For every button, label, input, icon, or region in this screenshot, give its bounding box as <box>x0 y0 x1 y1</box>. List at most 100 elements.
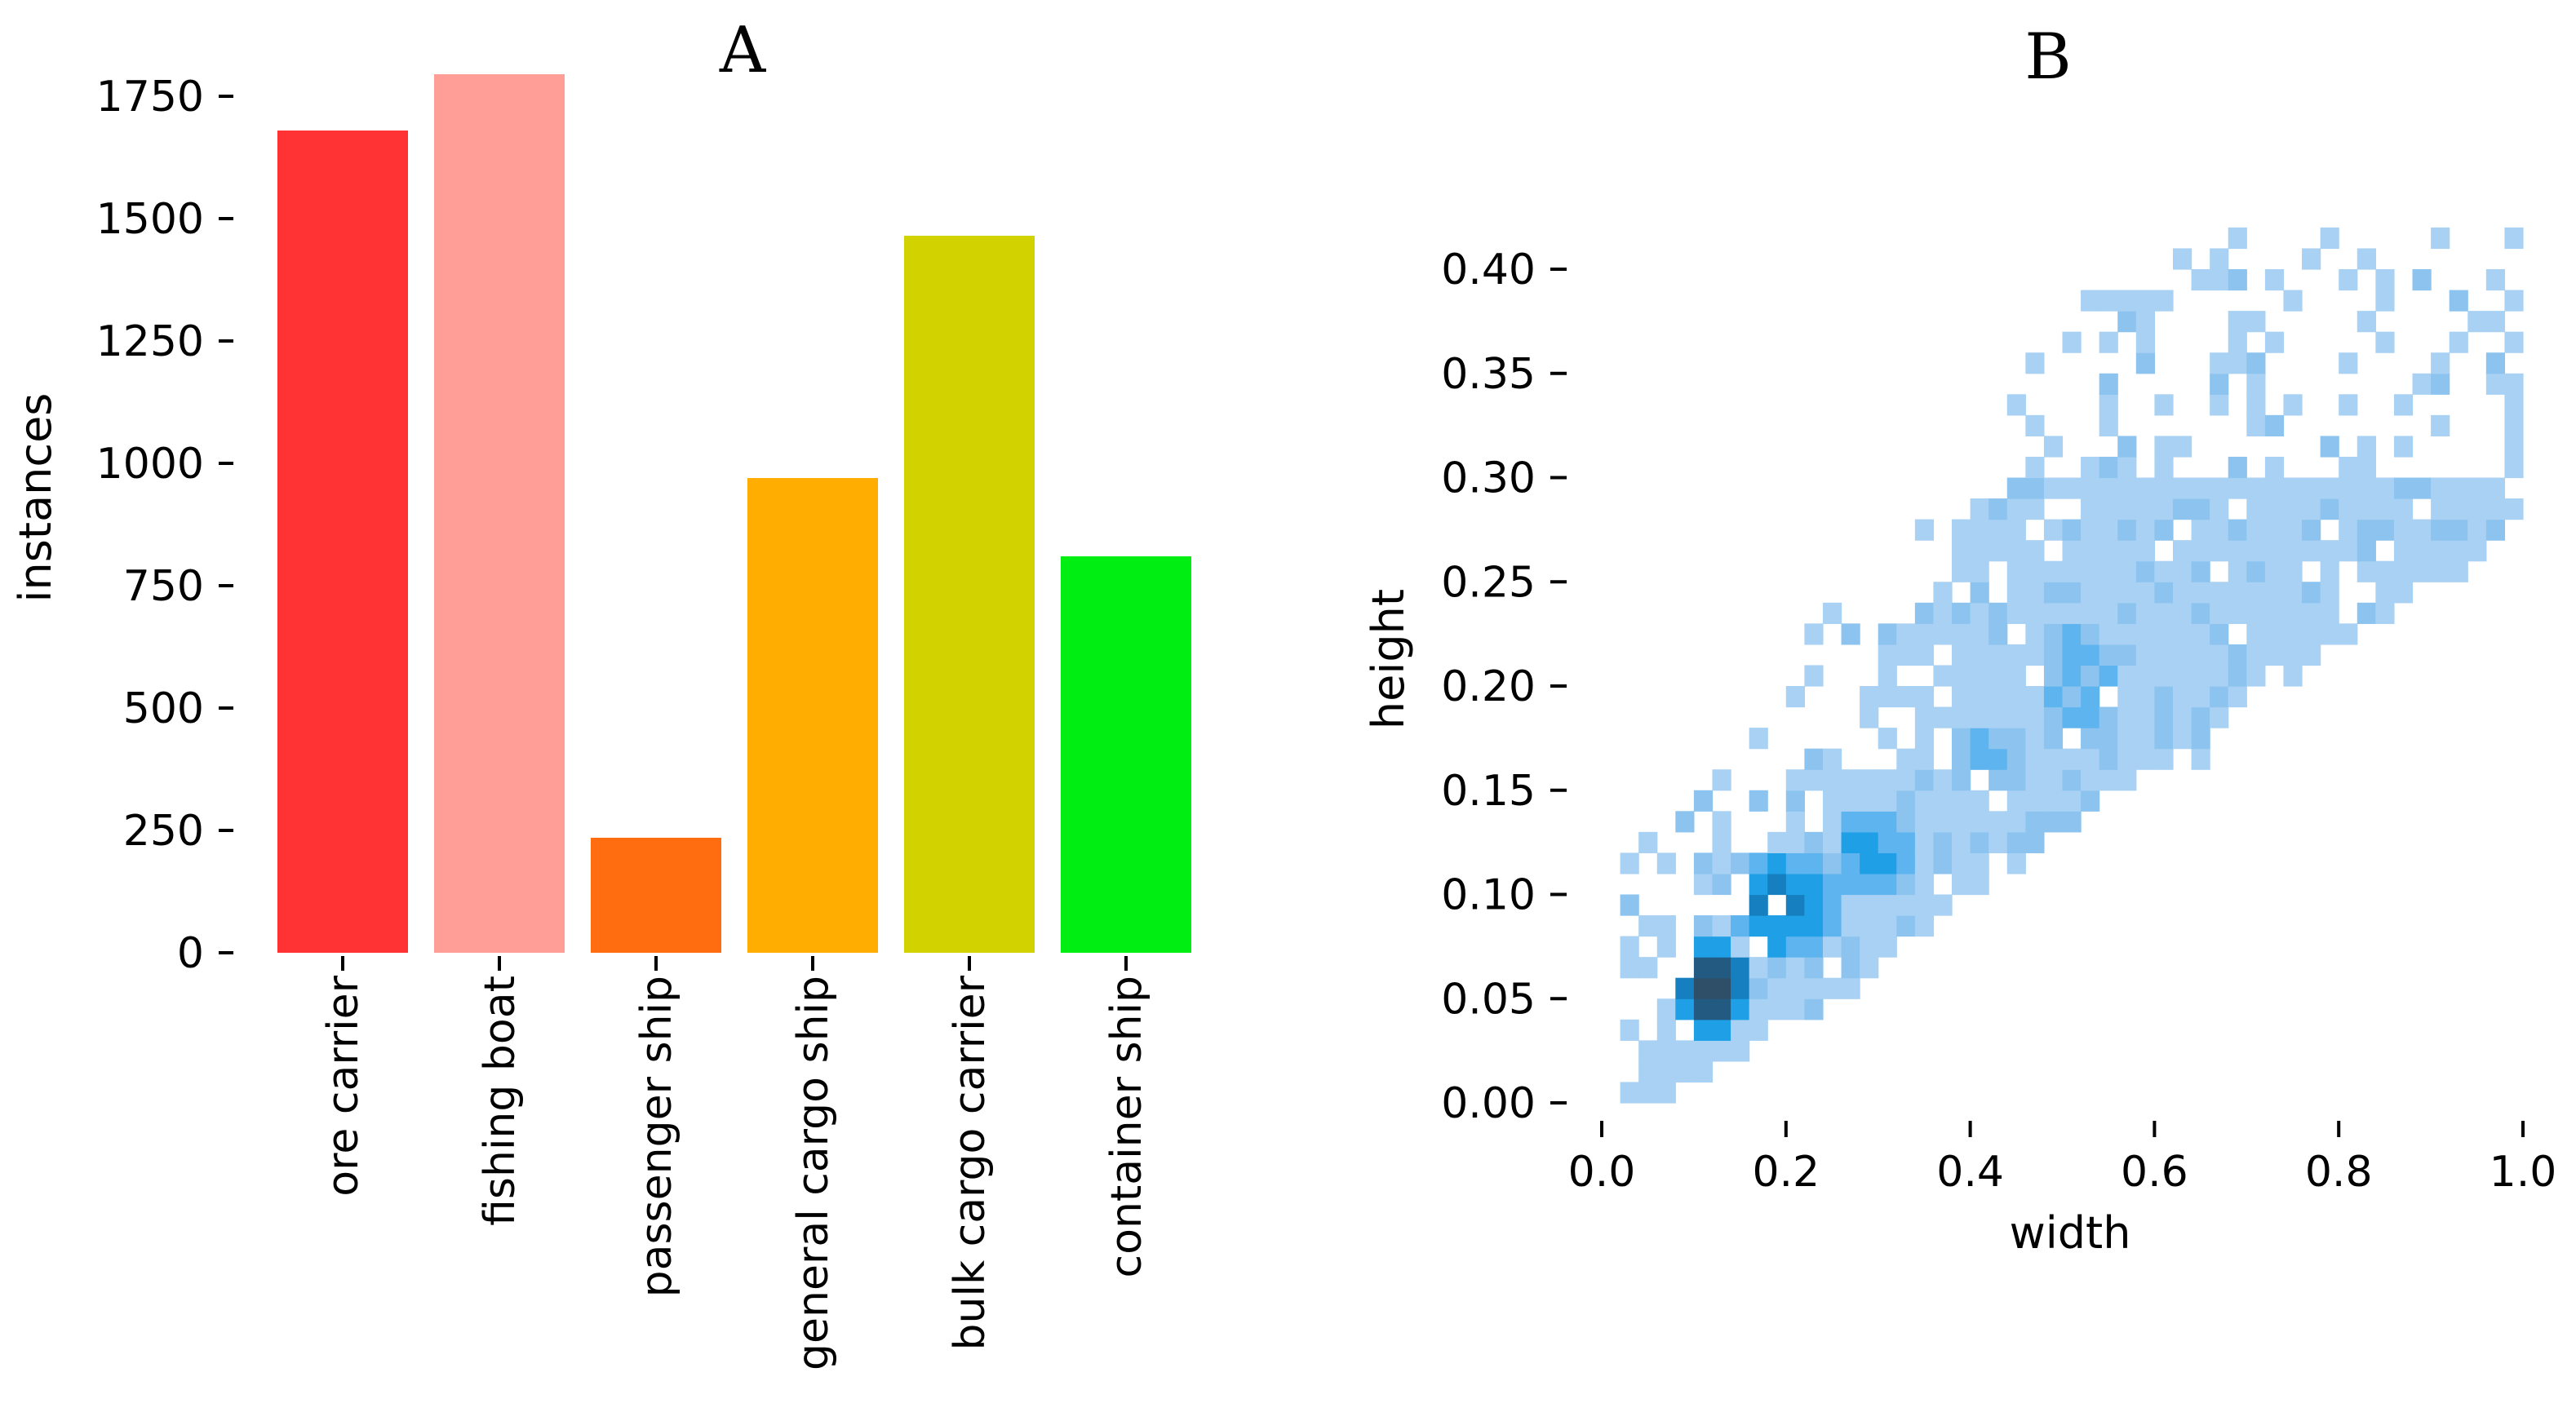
heatmap-x-tick-label: 0.4 <box>1936 1148 2004 1197</box>
heatmap-cell <box>2081 748 2100 770</box>
heatmap-cell <box>1675 1040 1695 1062</box>
heatmap-cell <box>1822 894 1842 916</box>
heatmap-cell <box>2062 623 2082 645</box>
heatmap-cell <box>1693 873 1714 896</box>
heatmap-cell <box>1638 1082 1658 1104</box>
heatmap-cell <box>1952 852 1971 874</box>
heatmap-cell <box>2283 394 2303 416</box>
heatmap-cell <box>2339 477 2358 499</box>
heatmap-cell <box>2117 436 2137 458</box>
heatmap-cell <box>1952 748 1971 770</box>
heatmap-cell <box>2081 623 2100 645</box>
heatmap-cell <box>1693 998 1714 1020</box>
panel-b-label: B <box>2024 20 2071 94</box>
heatmap-cell <box>1785 790 1805 812</box>
heatmap-cell <box>2154 623 2174 645</box>
heatmap-cell <box>2431 519 2450 541</box>
heatmap-cell <box>1970 644 1989 666</box>
heatmap-cell <box>2062 769 2082 791</box>
heatmap-cell <box>2264 269 2285 291</box>
heatmap-cell <box>2154 706 2174 728</box>
heatmap-cell <box>2099 623 2118 645</box>
heatmap-cell <box>1933 811 1953 833</box>
heatmap-cell <box>2320 602 2339 624</box>
heatmap-cell <box>1767 998 1787 1020</box>
heatmap-cell <box>2504 373 2524 395</box>
bar-chart-y-tick-label: 1500 <box>96 195 204 244</box>
heatmap-cell <box>1952 540 1971 562</box>
heatmap-cell <box>1638 1040 1658 1062</box>
heatmap-cell <box>2339 519 2358 541</box>
heatmap-cell <box>2043 706 2064 728</box>
heatmap-cell <box>1804 852 1824 874</box>
heatmap-cell <box>1620 894 1639 916</box>
heatmap-cell <box>1767 977 1787 999</box>
heatmap-cell <box>2025 414 2045 436</box>
heatmap-cell <box>1989 811 2008 833</box>
heatmap-cell <box>1767 873 1787 896</box>
heatmap-cell <box>2043 623 2064 645</box>
heatmap-cell <box>2191 540 2210 562</box>
heatmap-cell <box>1952 873 1971 896</box>
heatmap-cell <box>2412 373 2432 395</box>
heatmap-cell <box>2449 540 2468 562</box>
heatmap-cell <box>1952 811 1971 833</box>
heatmap-cell <box>1656 1082 1676 1104</box>
heatmap-cell <box>2431 352 2450 374</box>
heatmap-cell <box>1914 831 1935 853</box>
heatmap-cell <box>2320 498 2339 520</box>
heatmap-cell <box>1731 1040 1750 1062</box>
heatmap-cell <box>2320 582 2339 604</box>
heatmap-cell <box>1620 936 1639 958</box>
heatmap-cell <box>1749 1019 1768 1041</box>
heatmap-cell <box>1878 852 1897 874</box>
heatmap-cell <box>2006 728 2026 750</box>
heatmap-cell <box>1804 623 1824 645</box>
heatmap-cell <box>2302 623 2321 645</box>
heatmap-cell <box>1712 915 1731 937</box>
bar <box>434 74 565 953</box>
heatmap-cell <box>1822 852 1842 874</box>
heatmap-cell <box>2449 477 2468 499</box>
heatmap-cell <box>1785 852 1805 874</box>
heatmap-cell <box>2062 602 2082 624</box>
heatmap-cell <box>2006 540 2026 562</box>
heatmap-cell <box>1656 998 1676 1020</box>
heatmap-cell <box>2485 311 2506 333</box>
heatmap-cell <box>2449 519 2468 541</box>
heatmap-cell <box>2043 582 2064 604</box>
heatmap-cell <box>1749 894 1768 916</box>
heatmap-cell <box>2172 498 2192 520</box>
heatmap-cell <box>1693 852 1714 874</box>
heatmap-cell <box>2172 706 2192 728</box>
heatmap-cell <box>2117 748 2137 770</box>
heatmap-cell <box>1878 769 1897 791</box>
bar <box>591 838 721 953</box>
heatmap-cell <box>1804 977 1824 999</box>
heatmap-cell <box>1896 623 1916 645</box>
heatmap-cell <box>2043 790 2064 812</box>
heatmap-cell <box>2006 519 2026 541</box>
heatmap-cell <box>1878 936 1897 958</box>
heatmap-cell <box>2246 519 2266 541</box>
heatmap-cell <box>1952 602 1971 624</box>
heatmap-cell <box>2283 560 2303 582</box>
heatmap-cell <box>2025 728 2045 750</box>
heatmap-cell <box>2099 728 2118 750</box>
heatmap-cell <box>2135 352 2155 374</box>
heatmap-cell <box>1712 1019 1731 1041</box>
heatmap-cell <box>2117 456 2137 479</box>
heatmap-cell <box>1656 1019 1676 1041</box>
heatmap-cell <box>2154 290 2174 312</box>
heatmap-cell <box>2210 498 2229 520</box>
heatmap-cell <box>2135 311 2155 333</box>
heatmap-cell <box>2117 686 2137 708</box>
heatmap-cell <box>1878 831 1897 853</box>
heatmap-cell <box>1933 602 1953 624</box>
heatmap-cell <box>2264 644 2285 666</box>
heatmap-cell <box>2210 519 2229 541</box>
heatmap-cell <box>2485 352 2506 374</box>
heatmap-cell <box>2283 290 2303 312</box>
heatmap-cell <box>1914 644 1935 666</box>
heatmap-cell <box>1970 873 1989 896</box>
